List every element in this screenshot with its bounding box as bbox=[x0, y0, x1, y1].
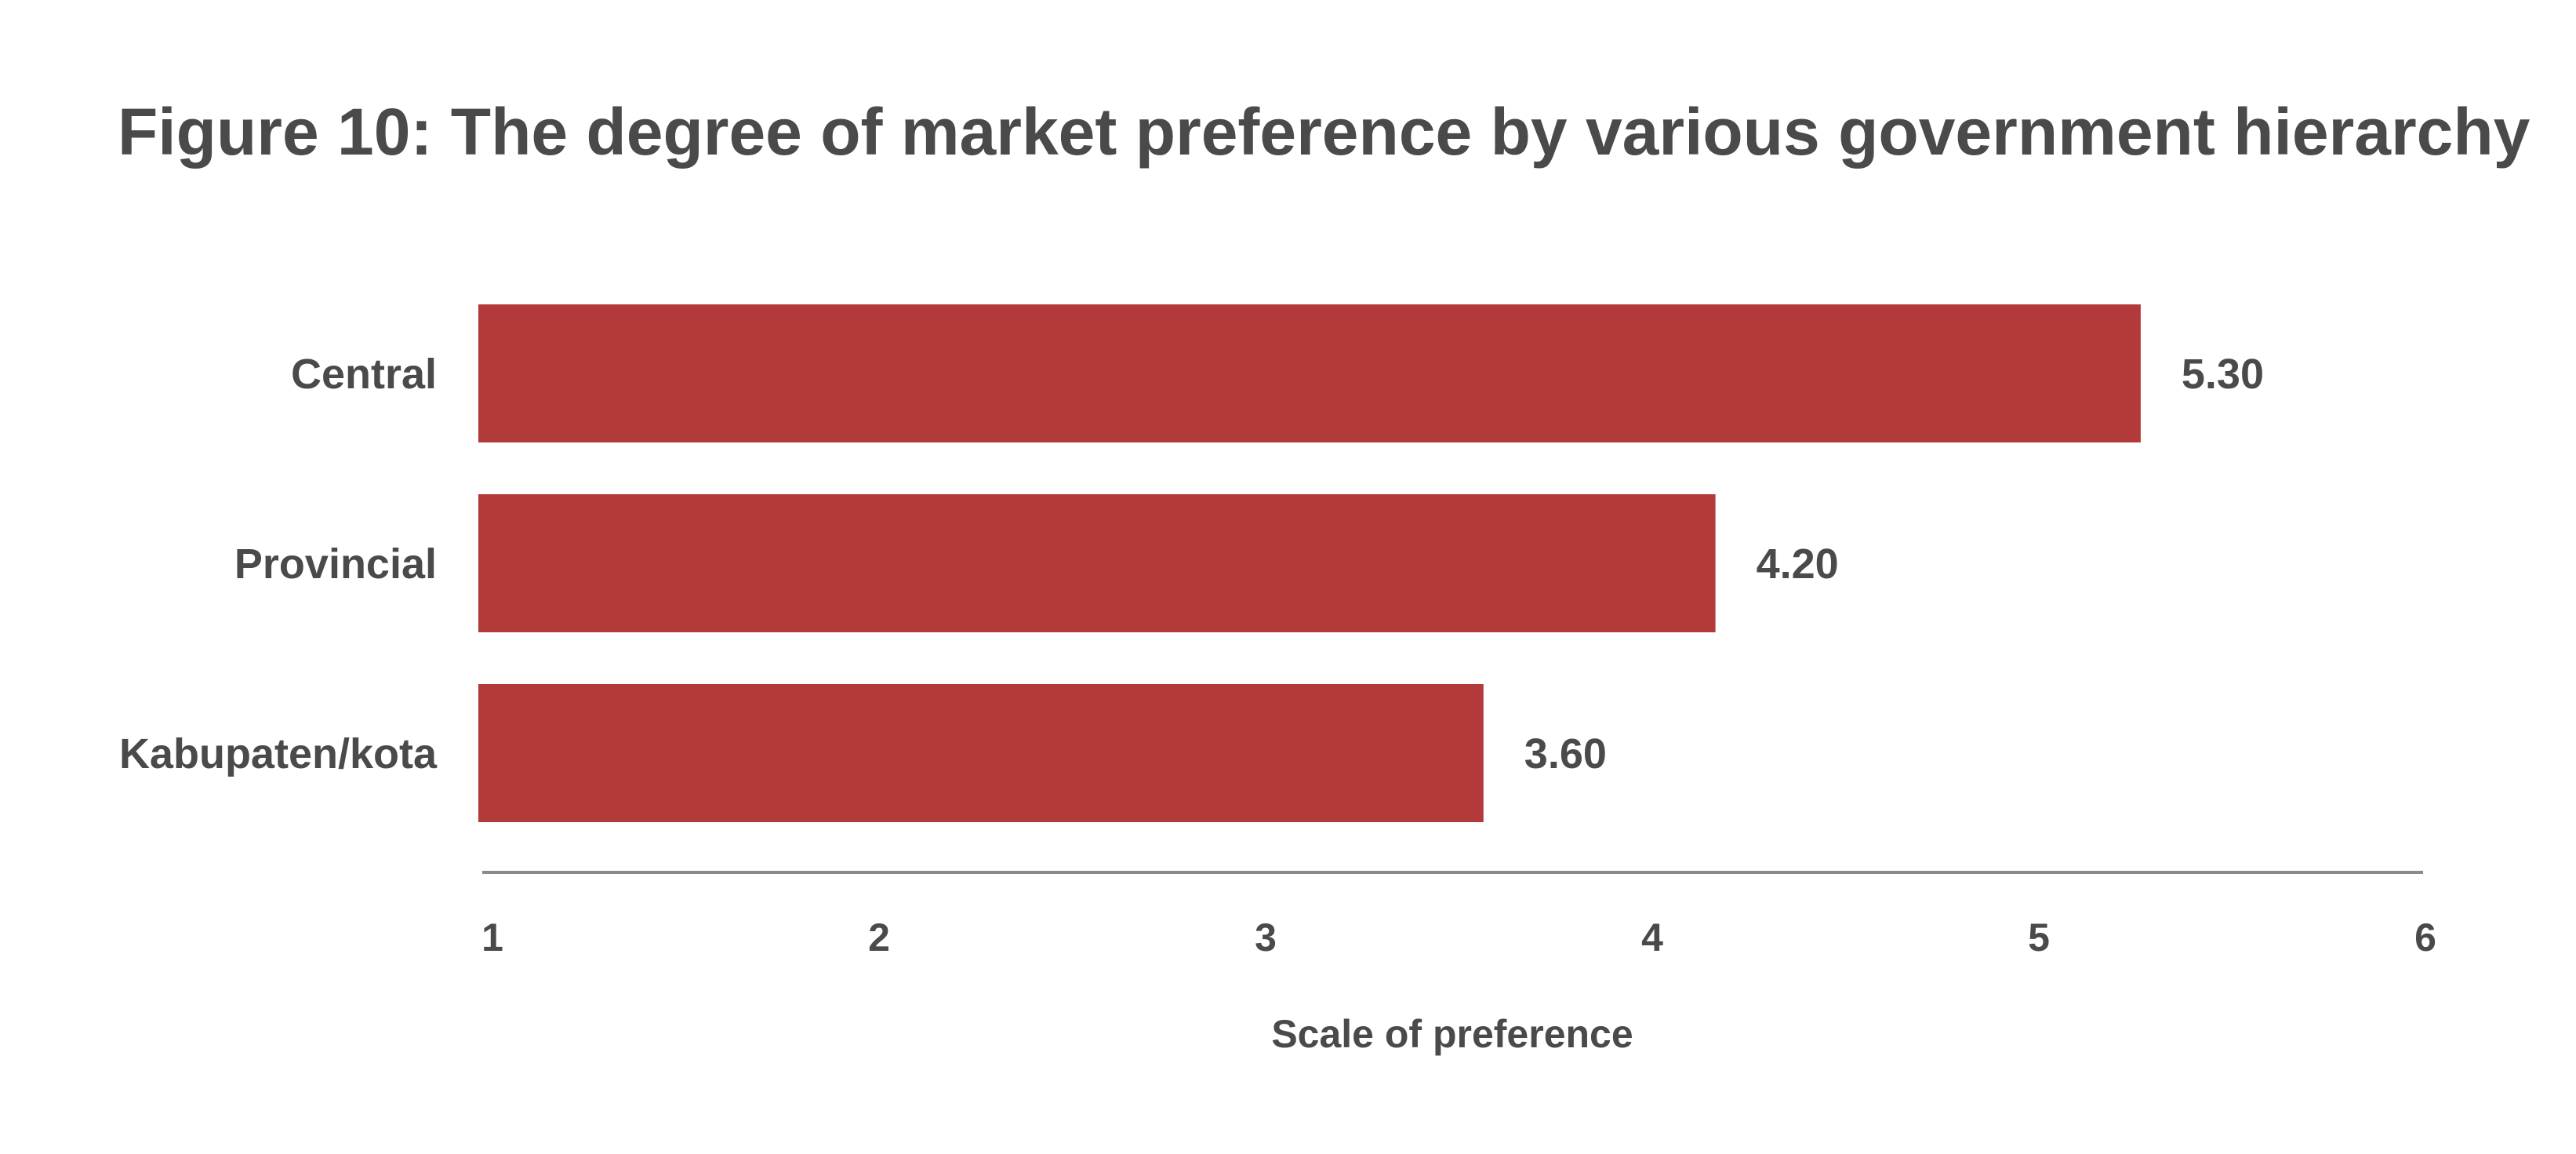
category-label: Provincial bbox=[234, 541, 437, 588]
x-tick-label: 4 bbox=[1641, 916, 1663, 959]
category-label: Kabupaten/kota bbox=[119, 730, 438, 777]
x-axis-title: Scale of preference bbox=[1271, 1012, 1633, 1056]
bar-kabupaten-kota bbox=[478, 684, 1484, 822]
x-tick-label: 1 bbox=[481, 916, 503, 959]
x-axis-ticks: 1 2 3 4 5 6 bbox=[481, 916, 2436, 959]
category-label: Central bbox=[291, 351, 437, 398]
labels-layer: Central 5.30 Provincial 4.20 Kabupaten/kota 3… bbox=[119, 351, 2264, 777]
x-tick-label: 6 bbox=[2414, 916, 2436, 959]
x-tick-label: 5 bbox=[2028, 916, 2050, 959]
bar-central bbox=[478, 304, 2141, 442]
bar-provincial bbox=[478, 494, 1716, 632]
x-tick-label: 2 bbox=[868, 916, 890, 959]
data-label: 3.60 bbox=[1524, 730, 1607, 777]
data-label: 4.20 bbox=[1757, 541, 1839, 588]
bars-layer bbox=[478, 304, 2141, 822]
chart-title: Figure 10: The degree of market preferen… bbox=[118, 95, 2531, 169]
data-label: 5.30 bbox=[2182, 351, 2264, 398]
x-tick-label: 3 bbox=[1255, 916, 1277, 959]
